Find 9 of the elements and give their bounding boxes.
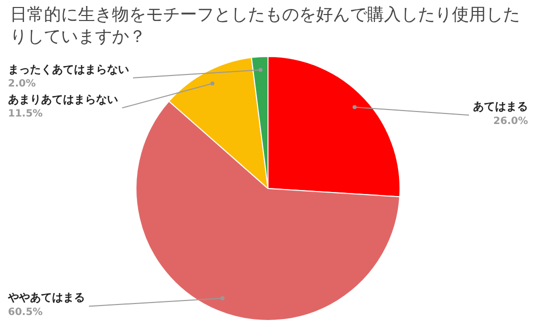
chart-title: 日常的に生き物をモチーフとしたものを好んで購入したり使用したりしていますか？ [9,4,521,49]
slice-label: あてはまる [473,100,528,114]
slice-label: あまりあてはまらない [8,92,118,106]
data-label: 60.5% [8,306,43,318]
slice-label: ややあてはまる [7,291,85,304]
slice-label: まったくあてはまらない [8,62,129,76]
data-label: 11.5% [8,108,43,120]
data-label: 2.0% [8,78,36,90]
data-label: 26.0% [493,116,528,127]
